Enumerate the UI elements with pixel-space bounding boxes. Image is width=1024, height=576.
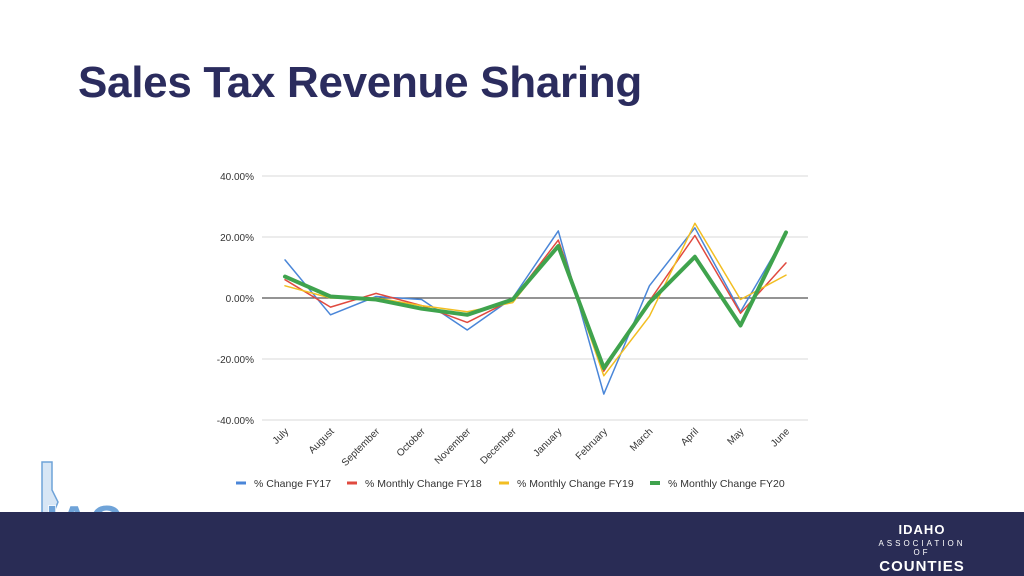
slide-title: Sales Tax Revenue Sharing bbox=[78, 58, 642, 107]
y-tick-label: 20.00% bbox=[220, 233, 254, 244]
legend-label: % Change FY17 bbox=[254, 478, 331, 490]
series-line bbox=[283, 230, 788, 371]
brand-line-1: IDAHO bbox=[898, 522, 946, 537]
x-tick-label: August bbox=[307, 426, 337, 456]
x-tick-label: March bbox=[628, 426, 655, 453]
x-tick-label: May bbox=[725, 426, 746, 447]
x-tick-label: July bbox=[271, 426, 291, 446]
y-tick-label: -40.00% bbox=[217, 416, 254, 427]
x-tick-label: September bbox=[340, 426, 383, 469]
y-tick-label: -20.00% bbox=[217, 355, 254, 366]
chart-series bbox=[283, 222, 788, 395]
x-tick-label: December bbox=[478, 426, 519, 467]
x-tick-label: April bbox=[679, 426, 701, 448]
line-chart: 40.00% 20.00% 0.00% -20.00% -40.00% July Augu… bbox=[217, 172, 808, 490]
x-tick-label: October bbox=[395, 426, 428, 459]
y-axis-tick-labels: 40.00% 20.00% 0.00% -20.00% -40.00% bbox=[217, 172, 254, 427]
x-tick-label: February bbox=[574, 426, 610, 462]
brand-wordmark: IDAHO ASSOCIATION OF COUNTIES bbox=[872, 522, 972, 575]
x-axis-tick-labels: July August September October November Decemb… bbox=[271, 426, 793, 469]
x-tick-label: November bbox=[433, 426, 474, 467]
legend-label: % Monthly Change FY20 bbox=[668, 478, 785, 490]
footer-bar bbox=[0, 512, 1024, 576]
chart-legend: % Change FY17 % Monthly Change FY18 % Mont… bbox=[236, 478, 785, 490]
y-tick-label: 0.00% bbox=[226, 294, 254, 305]
y-tick-label: 40.00% bbox=[220, 172, 254, 183]
legend-label: % Monthly Change FY19 bbox=[517, 478, 634, 490]
brand-line-3: COUNTIES bbox=[879, 558, 965, 575]
brand-line-2: ASSOCIATION OF bbox=[878, 539, 966, 557]
x-tick-label: June bbox=[769, 426, 792, 449]
legend-label: % Monthly Change FY18 bbox=[365, 478, 482, 490]
x-tick-label: January bbox=[531, 426, 564, 459]
series-line bbox=[284, 227, 787, 395]
